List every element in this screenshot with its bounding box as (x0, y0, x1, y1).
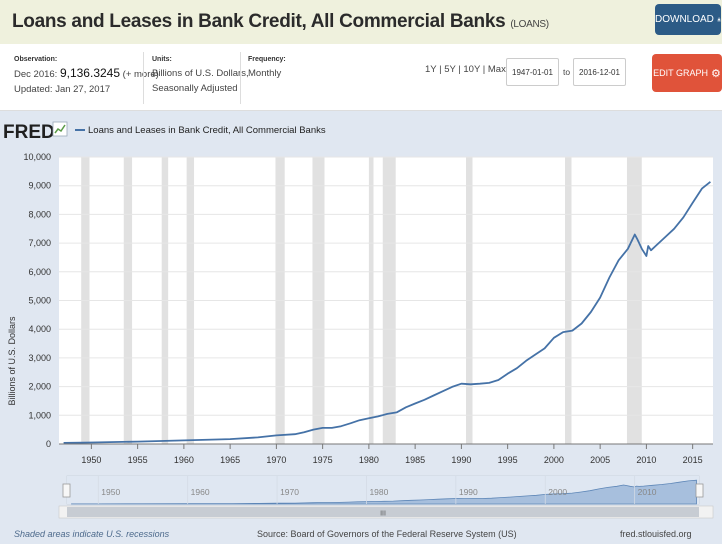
series-title: Loans and Leases in Bank Credit, All Com… (12, 11, 506, 32)
x-tick-label: 1955 (128, 455, 148, 465)
edit-graph-label: EDIT GRAPH (653, 68, 708, 78)
divider (240, 52, 241, 104)
source-note: Source: Board of Governors of the Federa… (257, 529, 517, 539)
y-tick-label: 5,000 (28, 296, 51, 306)
navigator-left-handle[interactable] (62, 483, 71, 498)
chart-svg: 0 1,000 2,000 3,000 4,000 5,000 6,000 7,000 8,00… (3, 121, 714, 519)
gear-icon: ⚙ (710, 67, 721, 80)
scrollbar-thumb[interactable] (67, 507, 699, 517)
fred-logo: FRED (3, 121, 68, 143)
y-tick-label: 2,000 (28, 382, 51, 392)
navigator-tick-label: 2000 (548, 487, 567, 497)
observation-value: 9,136.3245 (59, 66, 121, 80)
chart-area: 0 1,000 2,000 3,000 4,000 5,000 6,000 7,000 8,00… (0, 111, 722, 544)
frequency-value: Monthly (248, 68, 282, 79)
navigator-series (71, 479, 697, 505)
observation-label: Observation: (14, 56, 58, 63)
fred-logo-icon (52, 121, 68, 137)
site-link[interactable]: fred.stlouisfed.org (620, 529, 692, 539)
y-tick-label: 4,000 (28, 324, 51, 334)
range-selector[interactable]: 1Y | 5Y | 10Y | Max (425, 64, 506, 75)
divider (143, 52, 144, 104)
units-label: Units: (152, 56, 172, 63)
frequency-label: Frequency: (248, 56, 286, 63)
y-tick-label: 8,000 (28, 209, 51, 219)
y-tick-label: 6,000 (28, 267, 51, 277)
navigator-tick-label: 1960 (191, 487, 210, 497)
x-tick-label: 1980 (359, 455, 379, 465)
x-tick-label: 1950 (81, 455, 101, 465)
navigator-right-handle[interactable] (695, 483, 704, 498)
scrollbar-grip: III (380, 511, 386, 518)
x-tick-label: 1960 (174, 455, 194, 465)
page-header: Loans and Leases in Bank Credit, All Com… (0, 0, 722, 44)
observation-date: Dec 2016: (14, 69, 58, 80)
fred-logo-text: FRED (3, 122, 55, 143)
updated-date: Updated: Jan 27, 2017 (14, 84, 111, 95)
x-tick-label: 2015 (683, 455, 703, 465)
units-block: Units: Billions of U.S. Dollars, Seasona… (152, 56, 249, 96)
units-line-1: Billions of U.S. Dollars, (152, 68, 249, 79)
x-tick-label: 1970 (266, 455, 286, 465)
x-tick-label: 1975 (313, 455, 333, 465)
x-tick-label: 1985 (405, 455, 425, 465)
download-button[interactable]: DOWNLOAD (655, 4, 721, 35)
download-label: DOWNLOAD (655, 14, 714, 25)
x-tick-label: 2010 (636, 455, 656, 465)
y-tick-label: 1,000 (28, 410, 51, 420)
x-tick-label: 2000 (544, 455, 564, 465)
recession-note: Shaded areas indicate U.S. recessions (14, 529, 170, 539)
page-title: Loans and Leases in Bank Credit, All Com… (12, 11, 549, 33)
y-tick-label: 0 (46, 439, 51, 449)
x-tick-label: 1965 (220, 455, 240, 465)
navigator-tick-label: 1980 (369, 487, 388, 497)
y-tick-label: 10,000 (23, 152, 51, 162)
x-tick-label: 1990 (451, 455, 471, 465)
navigator-tick-label: 2010 (638, 487, 657, 497)
series-line (63, 181, 711, 444)
fred-logo-icon (54, 124, 66, 134)
info-bar: Observation: Dec 2016: 9,136.3245 (+ mor… (0, 44, 722, 111)
series-id: (LOANS) (510, 19, 549, 30)
observation-more-link[interactable]: (+ more) (122, 69, 159, 80)
y-tick-label: 9,000 (28, 181, 51, 191)
to-label: to (563, 67, 571, 77)
navigator-tick-label: 1970 (280, 487, 299, 497)
y-axis-label: Billions of U.S. Dollars (7, 316, 17, 406)
observation-line: Dec 2016: 9,136.3245 (+ more) (14, 66, 159, 82)
x-tick-label: 1995 (498, 455, 518, 465)
start-date-input[interactable]: 1947-01-01 (506, 58, 559, 86)
edit-graph-button[interactable]: EDIT GRAPH ⚙ (652, 54, 722, 92)
end-date-input[interactable]: 2016-12-01 (573, 58, 626, 86)
navigator-tick-label: 1950 (101, 487, 120, 497)
y-tick-label: 3,000 (28, 353, 51, 363)
y-tick-label: 7,000 (28, 238, 51, 248)
x-tick-label: 2005 (590, 455, 610, 465)
units-line-2: Seasonally Adjusted (152, 83, 238, 94)
legend-label: Loans and Leases in Bank Credit, All Com… (88, 125, 326, 136)
frequency-block: Frequency: Monthly (248, 56, 286, 81)
observation-block: Observation: Dec 2016: 9,136.3245 (+ mor… (14, 56, 159, 97)
download-icon (717, 17, 721, 22)
navigator-tick-label: 1990 (459, 487, 478, 497)
navigator[interactable]: 1950 1960 1970 1980 1990 2000 2010 III (58, 475, 714, 519)
